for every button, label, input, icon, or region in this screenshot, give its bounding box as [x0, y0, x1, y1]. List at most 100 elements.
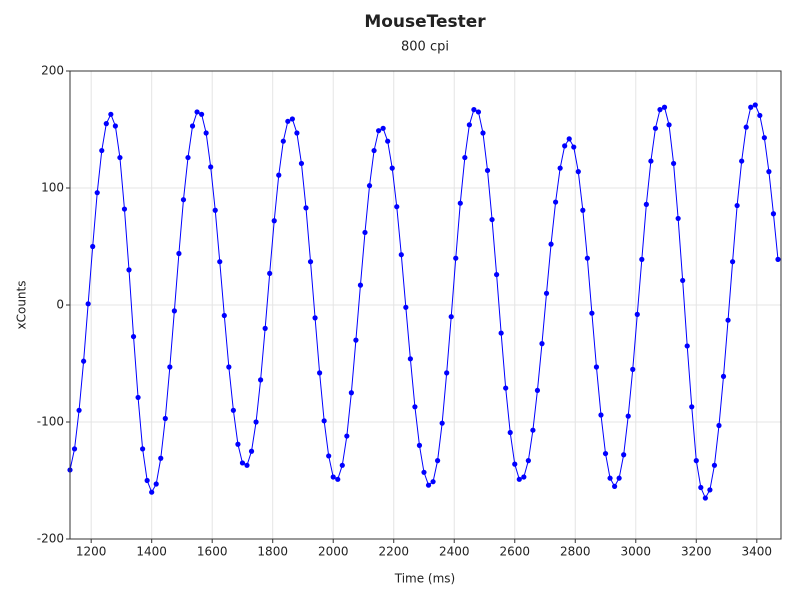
data-point: [366, 183, 373, 189]
data-point: [648, 158, 654, 164]
data-point: [407, 356, 413, 362]
x-tick-label: 1400: [136, 545, 167, 559]
y-tick-label: 200: [41, 64, 64, 78]
data-point: [303, 205, 309, 211]
data-point: [108, 111, 114, 117]
x-tick-label: 2200: [378, 545, 409, 559]
data-point: [521, 474, 527, 480]
data-point: [430, 479, 436, 485]
x-tick-label: 3000: [621, 545, 652, 559]
data-point: [739, 158, 745, 164]
data-point: [212, 207, 218, 213]
data-point: [689, 404, 695, 410]
data-point: [729, 259, 736, 265]
data-point: [294, 130, 300, 136]
data-point: [307, 259, 314, 265]
data-point: [693, 458, 699, 464]
data-point: [680, 277, 686, 284]
data-point: [616, 475, 622, 481]
data-point: [444, 370, 450, 376]
data-point: [81, 358, 87, 364]
x-tick-label: 2800: [560, 545, 591, 559]
data-point: [611, 483, 618, 489]
data-point: [435, 458, 441, 464]
data-point: [716, 422, 722, 429]
data-point: [185, 154, 191, 161]
data-point: [543, 290, 550, 296]
data-point: [480, 130, 486, 136]
data-point: [371, 147, 377, 154]
data-point: [326, 453, 332, 459]
data-point: [661, 104, 668, 110]
data-point: [76, 407, 82, 413]
data-point: [117, 154, 123, 161]
data-point: [353, 337, 359, 343]
data-point: [766, 169, 772, 175]
data-point: [498, 330, 504, 336]
x-axis-label: Time (ms): [394, 572, 456, 586]
data-point: [135, 394, 141, 401]
data-point: [775, 256, 781, 262]
data-point: [298, 160, 305, 167]
data-point: [743, 124, 749, 130]
data-point: [253, 419, 259, 425]
data-point: [575, 169, 581, 175]
data-point: [625, 413, 631, 419]
data-point: [539, 341, 545, 347]
data-point: [126, 267, 132, 273]
data-point: [643, 201, 649, 207]
data-point: [639, 256, 645, 262]
y-tick-label: -200: [37, 532, 64, 546]
data-point: [462, 154, 468, 161]
data-point: [439, 420, 445, 426]
data-point: [580, 207, 586, 213]
chart-subtitle: 800 cpi: [401, 40, 449, 55]
data-point: [607, 475, 613, 481]
data-point: [512, 461, 518, 467]
data-point: [503, 385, 509, 391]
data-point: [194, 109, 200, 115]
data-point: [412, 404, 418, 410]
data-point: [752, 102, 758, 108]
data-point: [153, 481, 159, 487]
data-point: [149, 489, 155, 495]
data-point: [475, 109, 482, 115]
data-point: [589, 310, 595, 316]
data-point: [262, 325, 268, 331]
data-point: [389, 165, 395, 171]
data-point: [602, 450, 609, 457]
data-point: [734, 202, 740, 209]
data-point: [403, 304, 409, 310]
data-point: [394, 204, 400, 210]
data-point: [457, 200, 463, 206]
data-point: [571, 144, 577, 150]
data-point: [221, 312, 227, 319]
data-point: [666, 122, 672, 128]
data-point: [484, 167, 491, 174]
data-point: [362, 229, 368, 236]
data-point: [321, 418, 327, 424]
data-point: [757, 112, 763, 119]
data-point: [180, 197, 187, 203]
x-tick-label: 1800: [257, 545, 288, 559]
y-tick-label: 100: [41, 181, 64, 195]
data-point: [634, 311, 640, 317]
data-point: [162, 415, 168, 422]
data-point: [507, 429, 513, 436]
data-point: [239, 460, 246, 466]
data-point: [566, 136, 572, 142]
data-point: [534, 387, 541, 394]
data-point: [471, 107, 477, 113]
data-point: [330, 474, 336, 480]
data-point: [489, 216, 495, 223]
data-point: [630, 366, 636, 372]
data-point: [720, 373, 727, 379]
data-point: [670, 160, 677, 167]
data-point: [725, 317, 731, 323]
data-point: [702, 495, 708, 501]
data-point: [344, 433, 350, 439]
data-point: [748, 104, 754, 110]
data-point: [121, 206, 128, 212]
y-tick-label: 0: [56, 298, 64, 312]
